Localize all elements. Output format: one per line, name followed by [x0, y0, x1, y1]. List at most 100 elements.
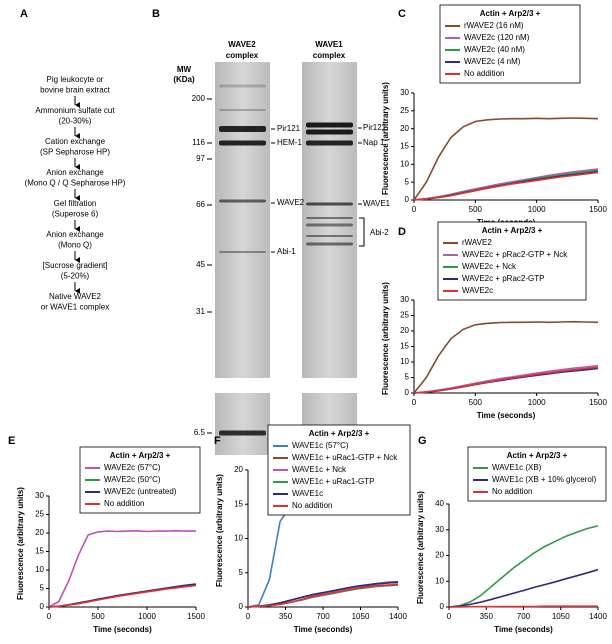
legend-label: No addition: [464, 69, 504, 78]
mw-marker: 116: [192, 138, 205, 147]
y-tick-label: 30: [400, 88, 409, 97]
series-line: [449, 605, 598, 608]
legend-label: WAVE2c (57°C): [104, 463, 161, 472]
lane-header: complex: [226, 51, 259, 60]
x-axis-label: Time (seconds): [494, 625, 553, 634]
mw-marker: 31: [196, 307, 205, 316]
x-tick-label: 0: [47, 612, 52, 621]
series-line: [48, 584, 197, 608]
step-text: (SP Sepharose HP): [40, 148, 110, 157]
band: [306, 129, 353, 135]
band-label: WAVE2: [277, 198, 305, 207]
y-tick-label: 20: [400, 124, 409, 133]
x-tick-label: 0: [412, 398, 417, 407]
gel-lane: [302, 62, 357, 378]
x-tick-label: 1050: [352, 612, 370, 621]
y-tick-label: 15: [400, 142, 409, 151]
y-tick-label: 10: [234, 534, 243, 543]
legend-label: WAVE2c + pRac2-GTP: [462, 274, 544, 283]
y-axis-label: Fluorescence (arbitrary units): [381, 282, 390, 395]
y-tick-label: 0: [440, 602, 445, 611]
series-line: [48, 529, 196, 608]
x-tick-label: 1400: [389, 612, 407, 621]
mw-title: (KDa): [173, 75, 195, 84]
y-tick-label: 5: [405, 373, 410, 382]
series-line: [247, 581, 399, 608]
x-tick-label: 1500: [589, 398, 607, 407]
legend-title: Actin + Arp2/3 +: [482, 226, 543, 235]
mw-marker: 66: [196, 200, 205, 209]
y-tick-label: 10: [400, 159, 409, 168]
series-line: [247, 584, 399, 608]
y-tick-label: 5: [239, 568, 244, 577]
y-axis-label: Fluorescence (arbitrary units): [416, 491, 425, 604]
series-line: [448, 525, 599, 608]
legend-box: [437, 221, 587, 301]
legend-label: WAVE2c (4 nM): [464, 57, 521, 66]
panel-label: E: [8, 435, 15, 447]
x-tick-label: 1400: [589, 612, 607, 621]
series-line: [448, 568, 599, 608]
mw-marker: 97: [196, 154, 205, 163]
x-tick-label: 350: [279, 612, 293, 621]
x-axis-label: Time (seconds): [294, 625, 353, 634]
band: [306, 140, 353, 146]
lane-header: complex: [313, 51, 346, 60]
y-tick-label: 25: [400, 106, 409, 115]
blot: [215, 393, 270, 455]
band-label: Pir121: [277, 124, 301, 133]
panel-label: D: [398, 226, 406, 238]
x-tick-label: 700: [517, 612, 531, 621]
step-text: Anion exchange: [46, 230, 104, 239]
y-tick-label: 0: [40, 602, 45, 611]
y-tick-label: 25: [35, 510, 44, 519]
legend-label: WAVE2c (40 nM): [464, 45, 525, 54]
y-axis-label: Fluorescence (arbitrary units): [381, 82, 390, 195]
legend-label: WAVE1c: [292, 489, 323, 498]
band-label: Abi-1: [277, 247, 296, 256]
legend-label: No addition: [292, 501, 332, 510]
y-tick-label: 30: [35, 491, 44, 500]
legend-label: WAVE2c: [462, 286, 493, 295]
panel-label: F: [214, 435, 221, 447]
legend-label: WAVE2c (50°C): [104, 475, 161, 484]
mw-marker: 200: [192, 94, 206, 103]
legend-label: WAVE1c (XB): [492, 463, 542, 472]
legend-label: No addition: [104, 499, 144, 508]
x-tick-label: 0: [412, 205, 417, 214]
y-tick-label: 10: [35, 565, 44, 574]
legend-label: WAVE2c + Nck: [462, 262, 517, 271]
band: [219, 109, 266, 111]
band: [306, 235, 353, 237]
step-text: Native WAVE2: [49, 292, 102, 301]
lane-header: WAVE1: [315, 40, 343, 49]
legend-label: WAVE1c + uRac1-GTP + Nck: [292, 453, 398, 462]
y-tick-label: 5: [405, 177, 410, 186]
panel-label: C: [398, 8, 406, 20]
x-axis-label: Time (seconds): [477, 411, 536, 420]
x-axis-label: Time (seconds): [93, 625, 152, 634]
y-tick-label: 30: [435, 525, 444, 534]
band: [219, 430, 266, 436]
y-axis-label: Fluorescence (arbitrary units): [215, 474, 224, 587]
legend-label: rWAVE2 (16 nM): [464, 21, 524, 30]
mw-title: MW: [177, 65, 192, 74]
band: [219, 251, 266, 253]
band: [306, 217, 353, 219]
band-label: Pir121: [363, 123, 387, 132]
y-tick-label: 0: [405, 195, 410, 204]
band: [306, 122, 353, 128]
y-axis-label: Fluorescence (arbitrary units): [16, 487, 25, 600]
step-text: (Mono Q): [58, 241, 92, 250]
step-text: or WAVE1 complex: [41, 303, 109, 312]
legend-label: rWAVE2: [462, 238, 492, 247]
step-text: Gel filtration: [54, 199, 97, 208]
band: [306, 202, 353, 206]
step-text: Ammonium sulfate cut: [35, 106, 115, 115]
x-tick-label: 1000: [528, 398, 546, 407]
x-tick-label: 0: [447, 612, 452, 621]
legend-title: Actin + Arp2/3 +: [110, 451, 171, 460]
mw-marker: 6.5: [194, 428, 206, 437]
band: [219, 140, 266, 146]
